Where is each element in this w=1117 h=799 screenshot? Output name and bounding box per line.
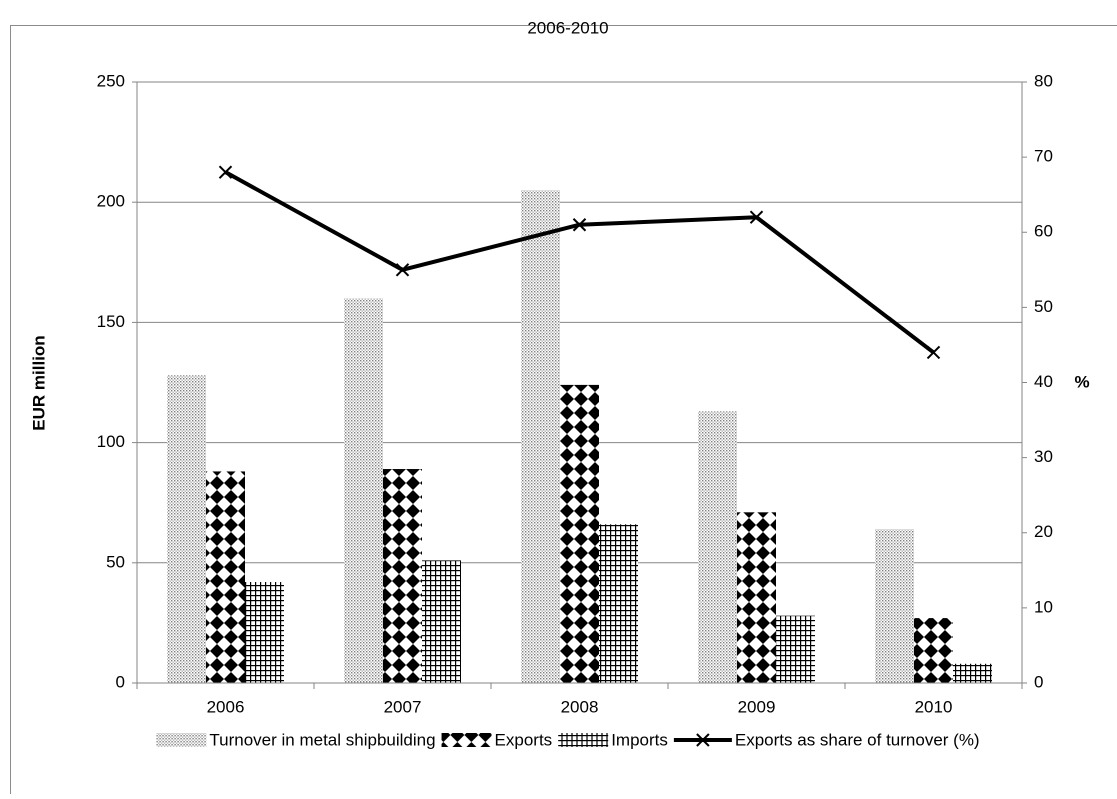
line-marker — [928, 346, 940, 358]
x-tick-label: 2010 — [915, 697, 953, 716]
x-tick-label: 2008 — [561, 697, 599, 716]
x-tick-label: 2006 — [207, 697, 245, 716]
bar — [206, 471, 245, 683]
x-tick-label: 2009 — [738, 697, 776, 716]
y2-tick-label: 60 — [1034, 222, 1053, 241]
y2-tick-label: 30 — [1034, 447, 1053, 466]
y-tick-label: 150 — [97, 312, 125, 331]
legend-label: Imports — [611, 730, 668, 749]
bar — [560, 385, 599, 683]
y2-tick-label: 50 — [1034, 297, 1053, 316]
bar — [776, 616, 815, 683]
y-tick-label: 50 — [106, 552, 125, 571]
legend-swatch — [674, 734, 732, 746]
bar — [953, 664, 992, 683]
bar — [737, 512, 776, 683]
y-tick-label: 100 — [97, 432, 125, 451]
y2-tick-label: 20 — [1034, 522, 1053, 541]
y2-tick-label: 0 — [1034, 672, 1043, 691]
bar — [599, 524, 638, 683]
legend: Turnover in metal shipbuilding Exports Imp… — [156, 730, 979, 749]
legend-label: Exports — [495, 730, 553, 749]
y-axis-label: EUR million — [29, 335, 48, 430]
x-tick-label: 2007 — [384, 697, 422, 716]
bar — [698, 411, 737, 683]
bar — [422, 560, 461, 683]
legend-swatch — [156, 733, 206, 747]
bar — [875, 529, 914, 683]
bar — [245, 582, 284, 683]
y2-tick-label: 80 — [1034, 71, 1053, 90]
bar — [914, 618, 953, 683]
legend-swatch — [558, 733, 608, 747]
y-tick-label: 200 — [97, 192, 125, 211]
legend-label: Exports as share of turnover (%) — [735, 730, 980, 749]
y-tick-label: 250 — [97, 71, 125, 90]
chart-title: 2006-2010 — [527, 18, 608, 37]
bar — [383, 469, 422, 683]
bar — [521, 190, 560, 683]
legend-swatch — [442, 733, 492, 747]
y-tick-label: 0 — [116, 672, 125, 691]
legend-label: Turnover in metal shipbuilding — [209, 730, 435, 749]
bar — [344, 298, 383, 683]
line — [226, 172, 934, 352]
line-marker — [220, 166, 232, 178]
y2-tick-label: 70 — [1034, 147, 1053, 166]
y2-tick-label: 10 — [1034, 597, 1053, 616]
y2-tick-label: 40 — [1034, 372, 1053, 391]
bar — [167, 375, 206, 683]
y2-axis-label: % — [1074, 372, 1089, 391]
